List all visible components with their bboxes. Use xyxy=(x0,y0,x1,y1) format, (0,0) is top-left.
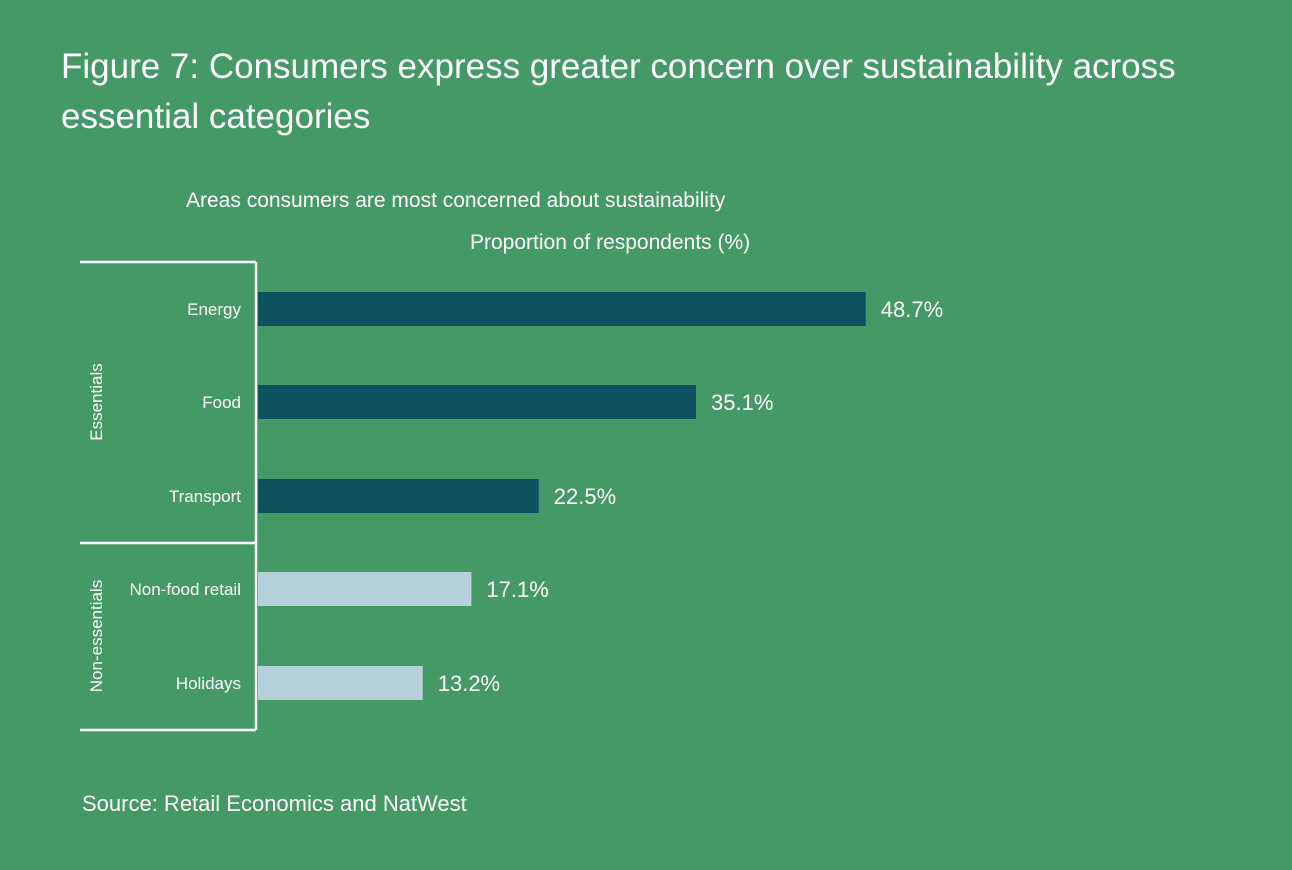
category-label-energy: Energy xyxy=(187,300,241,319)
category-label-food: Food xyxy=(202,393,241,412)
bar-energy xyxy=(258,292,866,326)
value-label-non-food-retail: 17.1% xyxy=(486,577,548,602)
x-axis-title: Proportion of respondents (%) xyxy=(470,231,751,254)
category-label-transport: Transport xyxy=(169,487,241,506)
bar-transport xyxy=(258,479,539,513)
bar-food xyxy=(258,385,697,419)
category-label-non-food-retail: Non-food retail xyxy=(129,580,241,599)
group-label-non-essentials: Non-essentials xyxy=(87,580,106,692)
category-label-holidays: Holidays xyxy=(176,674,241,693)
source-note: Source: Retail Economics and NatWest xyxy=(82,791,467,816)
group-label-essentials: Essentials xyxy=(87,363,106,440)
bar-non-food-retail xyxy=(258,572,472,606)
bar-holidays xyxy=(258,666,423,700)
value-label-holidays: 13.2% xyxy=(438,671,500,696)
value-label-energy: 48.7% xyxy=(881,297,943,322)
value-label-food: 35.1% xyxy=(711,390,773,415)
chart-title: Areas consumers are most concerned about… xyxy=(186,189,726,212)
figure-title: Figure 7: Consumers express greater conc… xyxy=(61,47,1176,136)
value-label-transport: 22.5% xyxy=(554,484,616,509)
